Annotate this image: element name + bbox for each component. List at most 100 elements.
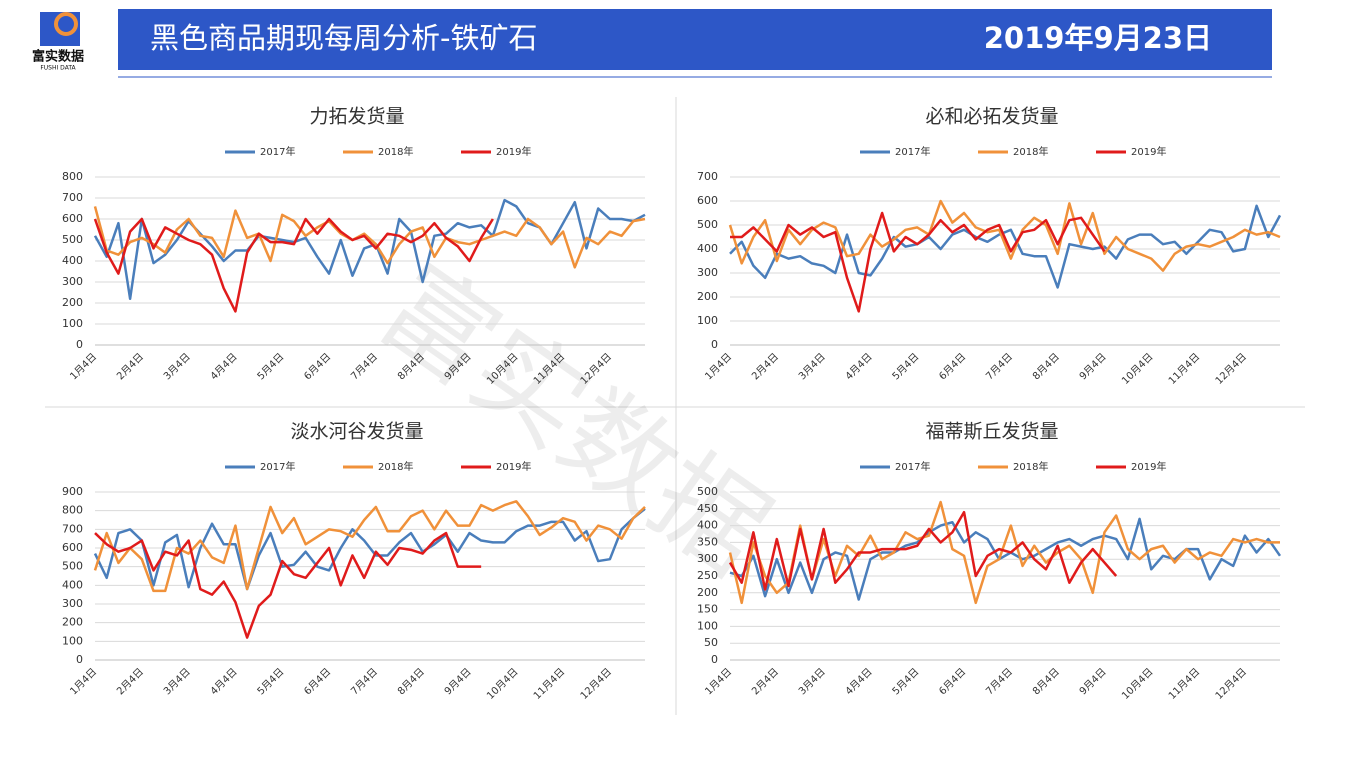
y-tick-label: 300: [697, 552, 718, 565]
x-tick-label: 1月4日: [68, 351, 100, 383]
legend-label: 2018年: [1013, 460, 1048, 473]
series-line: [728, 510, 1118, 591]
series-line: [729, 204, 1282, 289]
y-tick-label: 300: [62, 597, 83, 610]
y-tick-label: 500: [697, 485, 718, 498]
y-tick-label: 100: [62, 634, 83, 647]
logo-sub: FUSHI DATA: [40, 65, 76, 72]
x-tick-label: 11月4日: [1166, 666, 1202, 702]
y-tick-label: 350: [697, 535, 718, 548]
chart: 必和必拓发货量 0 100 200 300 400 500 600 700 1月4日 2月4日 3月4…: [697, 106, 1282, 387]
y-tick-label: 800: [62, 170, 83, 183]
y-tick-label: 500: [62, 560, 83, 573]
legend-label: 2018年: [378, 145, 413, 158]
y-tick-label: 100: [62, 317, 83, 330]
series-line: [93, 500, 646, 593]
x-tick-label: 10月4日: [1119, 666, 1155, 702]
y-tick-label: 100: [697, 619, 718, 632]
x-tick-label: 12月4日: [578, 666, 614, 702]
chart: 力拓发货量 0 100 200 300 400 500 600 700 800 1月4日 2月4日 3月…: [62, 106, 646, 387]
chart-title: 福蒂斯丘发货量: [925, 421, 1058, 443]
x-tick-label: 5月4日: [255, 666, 287, 698]
y-tick-label: 900: [62, 485, 83, 498]
series-line: [94, 531, 482, 639]
x-tick-label: 1月4日: [703, 666, 735, 698]
y-tick-label: 250: [697, 569, 718, 582]
x-tick-label: 6月4日: [937, 351, 969, 383]
x-tick-label: 11月4日: [1166, 351, 1202, 387]
series-line: [729, 517, 1282, 601]
y-tick-label: 0: [711, 653, 718, 666]
x-tick-label: 3月4日: [161, 351, 193, 383]
series-line: [728, 199, 1281, 272]
y-tick-label: 600: [62, 212, 83, 225]
series-line: [728, 500, 1280, 605]
x-tick-label: 2月4日: [749, 351, 781, 383]
x-tick-label: 9月4日: [442, 666, 474, 698]
y-tick-label: 450: [697, 502, 718, 515]
y-tick-label: 0: [711, 338, 718, 351]
y-tick-label: 100: [697, 314, 718, 327]
chart-title: 力拓发货量: [309, 106, 404, 128]
header-bar: [118, 9, 1272, 70]
legend-label: 2017年: [895, 145, 930, 158]
x-tick-label: 3月4日: [161, 666, 193, 698]
legend-label: 2017年: [260, 460, 295, 473]
x-tick-label: 11月4日: [531, 666, 567, 702]
y-tick-label: 300: [62, 275, 83, 288]
chart-title: 必和必拓发货量: [925, 106, 1058, 128]
y-tick-label: 400: [62, 578, 83, 591]
x-tick-label: 4月4日: [208, 666, 240, 698]
x-tick-label: 6月4日: [937, 666, 969, 698]
series-line: [93, 507, 646, 591]
x-tick-label: 10月4日: [1119, 351, 1155, 387]
series-line: [93, 206, 646, 269]
x-tick-label: 12月4日: [1213, 666, 1249, 702]
series-line: [730, 211, 1106, 313]
y-tick-label: 200: [62, 296, 83, 309]
legend-label: 2017年: [895, 460, 930, 473]
y-tick-label: 150: [697, 603, 718, 616]
legend-label: 2019年: [1131, 460, 1166, 473]
y-tick-label: 600: [62, 541, 83, 554]
x-tick-label: 9月4日: [1077, 351, 1109, 383]
x-tick-label: 10月4日: [484, 351, 520, 387]
y-tick-label: 800: [62, 504, 83, 517]
x-tick-label: 2月4日: [749, 666, 781, 698]
x-tick-label: 11月4日: [531, 351, 567, 387]
x-tick-label: 3月4日: [796, 666, 828, 698]
header-date: 2019年9月23日: [984, 21, 1212, 55]
series-line: [93, 217, 494, 313]
x-tick-label: 1月4日: [68, 666, 100, 698]
y-tick-label: 0: [76, 653, 83, 666]
x-tick-label: 7月4日: [348, 351, 380, 383]
y-tick-label: 0: [76, 338, 83, 351]
x-tick-label: 12月4日: [578, 351, 614, 387]
y-tick-label: 500: [697, 218, 718, 231]
chart: 福蒂斯丘发货量 0 50 100 150 200 250 300 350 400 450 500 1月4…: [697, 421, 1282, 702]
x-tick-label: 6月4日: [302, 666, 334, 698]
legend-label: 2018年: [378, 460, 413, 473]
x-tick-label: 4月4日: [843, 351, 875, 383]
x-tick-label: 12月4日: [1213, 351, 1249, 387]
y-tick-label: 700: [697, 170, 718, 183]
x-tick-label: 9月4日: [1077, 666, 1109, 698]
x-tick-label: 8月4日: [395, 351, 427, 383]
x-tick-label: 6月4日: [302, 351, 334, 383]
x-tick-label: 7月4日: [983, 666, 1015, 698]
header-title: 黑色商品期现每周分析-铁矿石: [150, 21, 537, 55]
y-tick-label: 200: [697, 586, 718, 599]
y-tick-label: 50: [704, 636, 718, 649]
legend-label: 2019年: [496, 460, 531, 473]
y-tick-label: 700: [62, 191, 83, 204]
legend-label: 2019年: [1131, 145, 1166, 158]
x-tick-label: 7月4日: [348, 666, 380, 698]
y-tick-label: 400: [62, 254, 83, 267]
x-tick-label: 10月4日: [484, 666, 520, 702]
series-line: [93, 198, 646, 301]
legend-label: 2017年: [260, 145, 295, 158]
chart-title: 淡水河谷发货量: [290, 421, 423, 443]
x-tick-label: 7月4日: [983, 351, 1015, 383]
x-tick-label: 2月4日: [114, 666, 146, 698]
